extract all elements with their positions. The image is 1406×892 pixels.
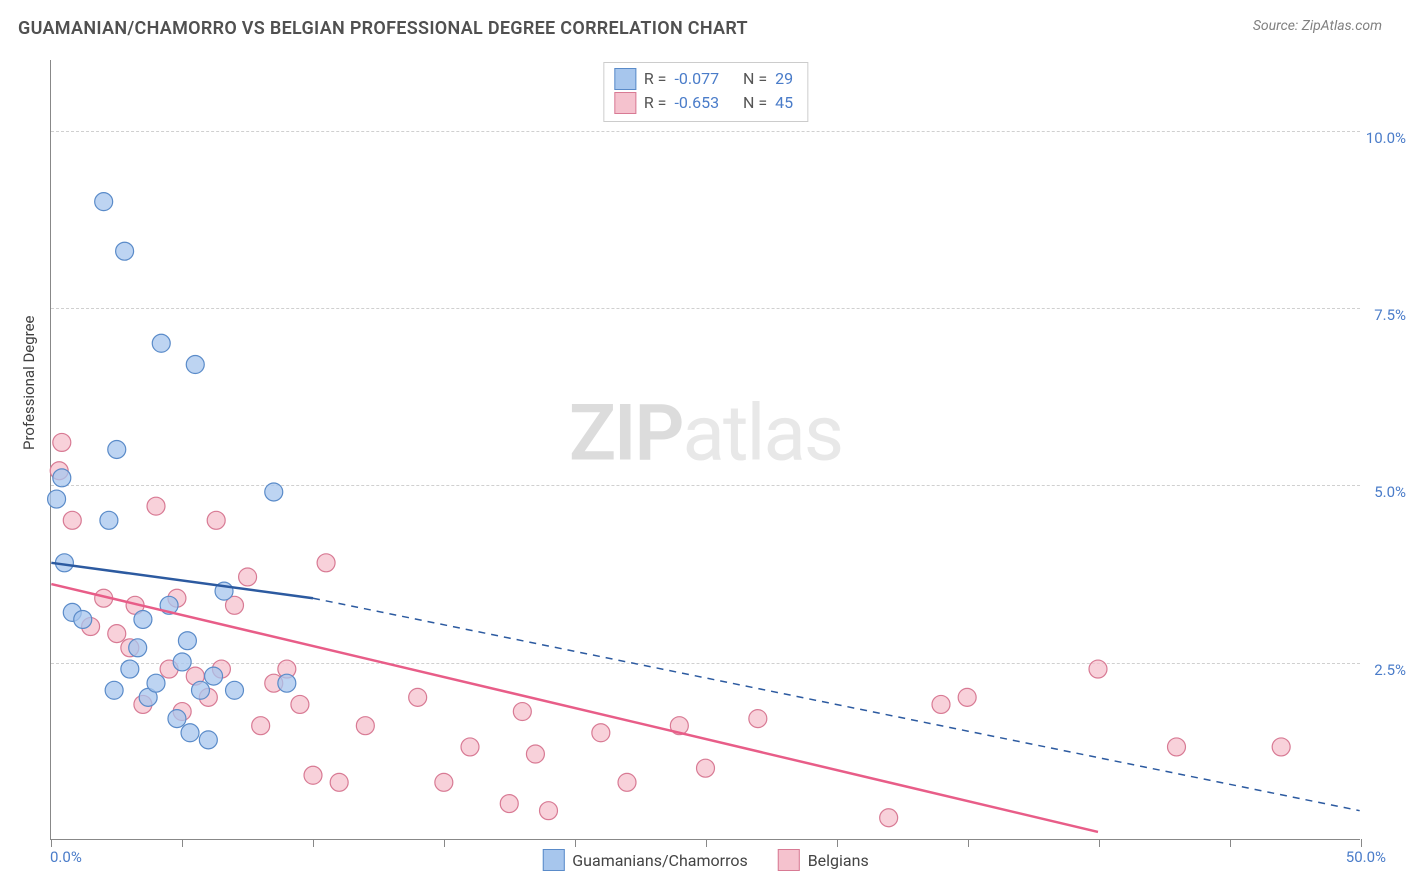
data-point bbox=[191, 681, 209, 699]
x-tick bbox=[968, 839, 969, 847]
r-value-belgian: -0.653 bbox=[674, 91, 719, 115]
data-point bbox=[121, 660, 139, 678]
data-point bbox=[48, 490, 66, 508]
data-point bbox=[356, 717, 374, 735]
series-legend: Guamanians/Chamorros Belgians bbox=[542, 849, 868, 871]
x-tick bbox=[1230, 839, 1231, 847]
x-tick bbox=[1361, 839, 1362, 847]
data-point bbox=[618, 773, 636, 791]
data-point bbox=[500, 795, 518, 813]
data-point bbox=[304, 766, 322, 784]
swatch-belgian bbox=[614, 92, 636, 114]
x-tick bbox=[706, 839, 707, 847]
data-point bbox=[1168, 738, 1186, 756]
stats-row-guamanian: R = -0.077 N = 29 bbox=[614, 67, 793, 91]
x-tick bbox=[837, 839, 838, 847]
data-point bbox=[181, 724, 199, 742]
data-point bbox=[278, 674, 296, 692]
legend-label-guamanian: Guamanians/Chamorros bbox=[572, 851, 747, 870]
n-value-belgian: 45 bbox=[775, 91, 793, 115]
data-point bbox=[880, 809, 898, 827]
data-point bbox=[100, 511, 118, 529]
legend-label-belgian: Belgians bbox=[808, 851, 869, 870]
data-point bbox=[409, 688, 427, 706]
x-axis-start-label: 0.0% bbox=[50, 848, 82, 866]
data-point bbox=[540, 802, 558, 820]
data-point bbox=[108, 441, 126, 459]
data-point bbox=[697, 759, 715, 777]
data-point bbox=[513, 703, 531, 721]
data-point bbox=[317, 554, 335, 572]
data-point bbox=[74, 610, 92, 628]
data-point bbox=[435, 773, 453, 791]
data-point bbox=[53, 433, 71, 451]
x-tick bbox=[182, 839, 183, 847]
data-point bbox=[63, 511, 81, 529]
x-tick bbox=[444, 839, 445, 847]
legend-item-guamanian: Guamanians/Chamorros bbox=[542, 849, 747, 871]
data-point bbox=[932, 695, 950, 713]
y-axis-label: Professional Degree bbox=[20, 315, 38, 450]
chart-title: GUAMANIAN/CHAMORRO VS BELGIAN PROFESSION… bbox=[18, 18, 748, 39]
x-axis-end-label: 50.0% bbox=[1346, 848, 1386, 866]
data-point bbox=[152, 334, 170, 352]
r-value-guamanian: -0.077 bbox=[674, 67, 719, 91]
data-point bbox=[265, 483, 283, 501]
data-point bbox=[173, 653, 191, 671]
data-point bbox=[186, 356, 204, 374]
data-point bbox=[749, 710, 767, 728]
x-tick bbox=[313, 839, 314, 847]
x-tick bbox=[51, 839, 52, 847]
y-tick-label: 10.0% bbox=[1366, 129, 1406, 147]
y-tick-label: 7.5% bbox=[1374, 306, 1406, 324]
data-point bbox=[168, 710, 186, 728]
data-point bbox=[239, 568, 257, 586]
data-point bbox=[53, 469, 71, 487]
data-point bbox=[178, 632, 196, 650]
data-point bbox=[226, 681, 244, 699]
trend-line bbox=[313, 598, 1360, 810]
data-point bbox=[95, 193, 113, 211]
data-point bbox=[116, 242, 134, 260]
x-tick bbox=[575, 839, 576, 847]
n-label: N = bbox=[743, 67, 767, 91]
data-point bbox=[134, 610, 152, 628]
data-point bbox=[1089, 660, 1107, 678]
stats-legend: R = -0.077 N = 29 R = -0.653 N = 45 bbox=[603, 62, 808, 122]
swatch-guamanian bbox=[542, 849, 564, 871]
data-point bbox=[105, 681, 123, 699]
data-point bbox=[199, 731, 217, 749]
data-point bbox=[958, 688, 976, 706]
swatch-guamanian bbox=[614, 68, 636, 90]
data-point bbox=[461, 738, 479, 756]
y-tick-label: 2.5% bbox=[1374, 661, 1406, 679]
data-point bbox=[330, 773, 348, 791]
data-point bbox=[108, 625, 126, 643]
data-point bbox=[526, 745, 544, 763]
data-point bbox=[291, 695, 309, 713]
stats-row-belgian: R = -0.653 N = 45 bbox=[614, 91, 793, 115]
data-point bbox=[147, 674, 165, 692]
source-attribution: Source: ZipAtlas.com bbox=[1253, 18, 1382, 34]
data-point bbox=[252, 717, 270, 735]
y-tick-label: 5.0% bbox=[1374, 483, 1406, 501]
data-point bbox=[147, 497, 165, 515]
data-point bbox=[205, 667, 223, 685]
data-point bbox=[207, 511, 225, 529]
x-tick bbox=[1099, 839, 1100, 847]
chart-canvas bbox=[51, 60, 1360, 839]
n-value-guamanian: 29 bbox=[775, 67, 793, 91]
swatch-belgian bbox=[778, 849, 800, 871]
r-label: R = bbox=[644, 91, 667, 115]
r-label: R = bbox=[644, 67, 667, 91]
plot-area: ZIPatlas R = -0.077 N = 29 R = -0.653 N … bbox=[50, 60, 1360, 840]
legend-item-belgian: Belgians bbox=[778, 849, 869, 871]
data-point bbox=[1272, 738, 1290, 756]
data-point bbox=[129, 639, 147, 657]
n-label: N = bbox=[743, 91, 767, 115]
data-point bbox=[592, 724, 610, 742]
